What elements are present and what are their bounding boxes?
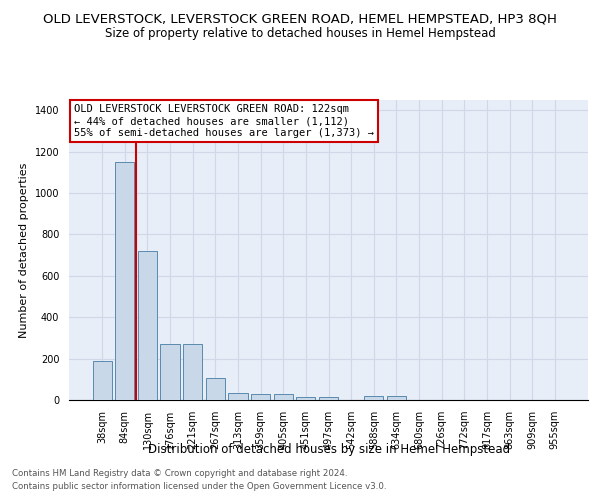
Text: Distribution of detached houses by size in Hemel Hempstead: Distribution of detached houses by size …: [148, 442, 510, 456]
Bar: [183, 344, 202, 400]
Text: OLD LEVERSTOCK, LEVERSTOCK GREEN ROAD, HEMEL HEMPSTEAD, HP3 8QH: OLD LEVERSTOCK, LEVERSTOCK GREEN ROAD, H…: [43, 12, 557, 26]
Bar: [138, 251, 157, 400]
Bar: [296, 397, 316, 400]
Y-axis label: Number of detached properties: Number of detached properties: [19, 162, 29, 338]
Text: Size of property relative to detached houses in Hemel Hempstead: Size of property relative to detached ho…: [104, 28, 496, 40]
Bar: [115, 162, 134, 400]
Bar: [92, 360, 112, 400]
Bar: [364, 396, 383, 400]
Text: Contains HM Land Registry data © Crown copyright and database right 2024.: Contains HM Land Registry data © Crown c…: [12, 468, 347, 477]
Bar: [206, 378, 225, 400]
Bar: [251, 394, 270, 400]
Bar: [274, 394, 293, 400]
Bar: [319, 397, 338, 400]
Bar: [387, 396, 406, 400]
Text: OLD LEVERSTOCK LEVERSTOCK GREEN ROAD: 122sqm
← 44% of detached houses are smalle: OLD LEVERSTOCK LEVERSTOCK GREEN ROAD: 12…: [74, 104, 374, 138]
Bar: [160, 344, 180, 400]
Text: Contains public sector information licensed under the Open Government Licence v3: Contains public sector information licen…: [12, 482, 386, 491]
Bar: [229, 393, 248, 400]
